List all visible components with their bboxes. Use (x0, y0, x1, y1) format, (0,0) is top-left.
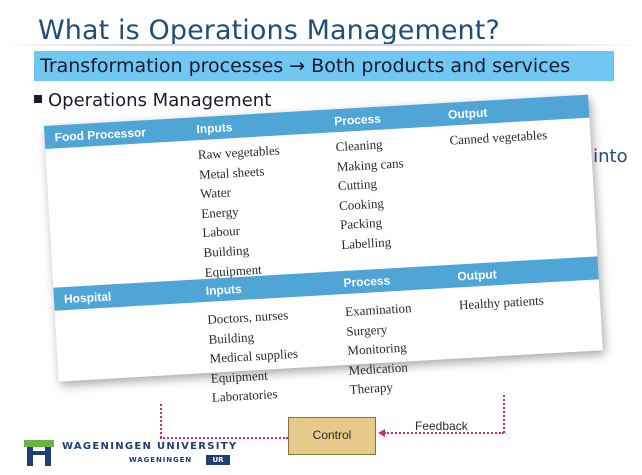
hospital-output-item: Healthy patients (458, 292, 545, 313)
food-process-header: Process (333, 111, 382, 129)
food-output-list: Canned vegetables (449, 125, 548, 150)
food-process-item: Labelling (340, 234, 392, 253)
hospital-process-item: Therapy (349, 379, 394, 398)
hospital-inputs-header: Inputs (205, 281, 243, 298)
food-inputs-header: Inputs (196, 120, 233, 137)
logo-university-name: WAGENINGEN UNIVERSITY (62, 441, 238, 452)
food-process-list: Cleaning Making cans Cutting Cooking Pac… (335, 133, 408, 254)
logo-wageningen: WAGENINGEN (129, 456, 193, 464)
feedback-label: Feedback (415, 419, 468, 433)
slide-subtitle: Transformation processes → Both products… (40, 55, 571, 77)
title-divider (0, 44, 642, 46)
feedback-line-right (384, 432, 504, 434)
bullet-operations-management: Operations Management (48, 90, 272, 111)
feedback-line-left (160, 437, 288, 439)
arrow-into-control-icon (378, 429, 385, 437)
transformation-table-card: Food Processor Inputs Process Output Raw… (44, 94, 603, 405)
hospital-output-header: Output (456, 267, 498, 284)
bullet-marker (34, 95, 42, 103)
hospital-process-header: Process (343, 273, 391, 291)
feedback-line-left-vertical (160, 404, 162, 438)
food-output-header: Output (447, 105, 488, 122)
food-inputs-list: Raw vegetables Metal sheets Water Energy… (197, 140, 287, 282)
hospital-label: Hospital (63, 289, 112, 307)
wageningen-logo-icon (24, 440, 54, 466)
hospital-process-list: Examination Surgery Monitoring Medicatio… (345, 298, 417, 400)
hospital-output-list: Healthy patients (458, 291, 545, 315)
control-label: Control (312, 428, 352, 442)
subtitle-band (34, 51, 614, 81)
logo-ur-badge: UR (206, 455, 230, 465)
hospital-input-item: Laboratories (211, 386, 278, 406)
feedback-line-right-vertical (503, 395, 505, 433)
hospital-process-item: Examination (344, 300, 412, 319)
hospital-inputs-list: Doctors, nurses Building Medical supplie… (207, 305, 301, 408)
food-process-item: Making cans (336, 154, 404, 174)
control-box (288, 417, 376, 455)
slide-title: What is Operations Management? (38, 15, 500, 46)
food-output-item: Canned vegetables (449, 127, 548, 148)
